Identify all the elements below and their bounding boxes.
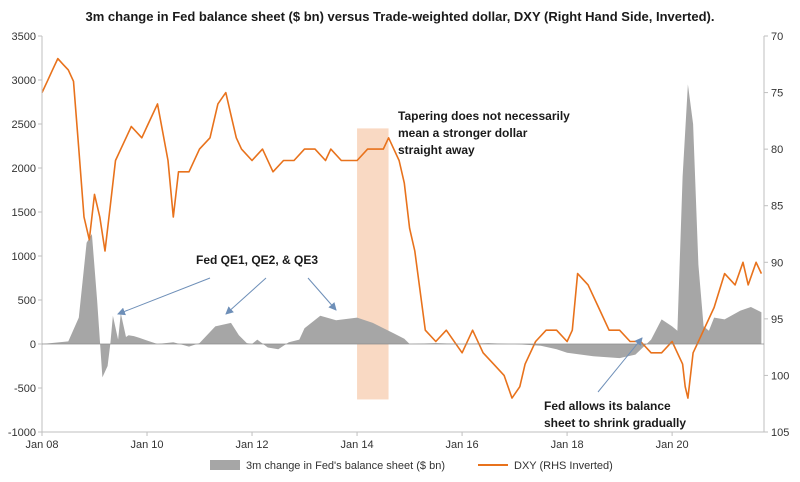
annotation-arrow [597, 337, 643, 393]
annotation-arrow [117, 277, 211, 316]
balance-sheet-area-layer [42, 84, 762, 378]
right-tick-label: 80 [771, 144, 783, 156]
annotation-arrow [225, 277, 267, 315]
legend: 3m change in Fed's balance sheet ($ bn) D… [210, 460, 613, 472]
axes: -1000 -500 0 500 1000 1500 2000 2500 3000 3500 70 7… [8, 31, 790, 451]
left-tick-label: -1000 [8, 427, 36, 439]
left-tick-label: 3000 [12, 75, 36, 87]
dxy-line-series [41, 57, 763, 399]
x-tick-label: Jan 10 [131, 439, 164, 451]
right-tick-label: 75 [771, 88, 783, 100]
left-tick-label: 500 [18, 295, 36, 307]
highlight-band-layer [357, 128, 389, 400]
left-tick-label: 3500 [12, 31, 36, 43]
balance-sheet-area-series [42, 84, 762, 378]
left-tick-label: 1000 [12, 251, 36, 263]
right-tick-label: 100 [771, 370, 789, 382]
right-tick-label: 85 [771, 201, 783, 213]
annotation-shrink-line: sheet to shrink gradually [544, 416, 686, 430]
annotation-arrow [307, 277, 337, 311]
x-tick-label: Jan 12 [236, 439, 269, 451]
left-tick-label: 2500 [12, 119, 36, 131]
right-tick-label: 70 [771, 31, 783, 43]
annotation-shrink-line: Fed allows its balance [544, 399, 671, 413]
annotation-tapering-line: Tapering does not necessarily [398, 109, 570, 123]
annotation-tapering-line: straight away [398, 143, 475, 157]
legend-swatch-area [210, 460, 240, 470]
x-tick-label: Jan 08 [25, 439, 58, 451]
tapering-highlight-band [357, 128, 389, 400]
left-tick-label: 0 [30, 339, 36, 351]
x-tick-label: Jan 18 [551, 439, 584, 451]
dxy-line-layer [41, 57, 763, 399]
left-tick-label: 1500 [12, 207, 36, 219]
annotations: Tapering does not necessarily mean a stro… [117, 109, 686, 430]
x-tick-label: Jan 16 [446, 439, 479, 451]
right-tick-label: 90 [771, 257, 783, 269]
x-tick-label: Jan 20 [656, 439, 689, 451]
annotation-qe-line: Fed QE1, QE2, & QE3 [196, 253, 318, 267]
left-tick-label: -500 [14, 383, 36, 395]
left-tick-label: 2000 [12, 163, 36, 175]
x-tick-label: Jan 14 [341, 439, 374, 451]
chart-title: 3m change in Fed balance sheet ($ bn) ve… [86, 9, 715, 24]
right-tick-label: 105 [771, 427, 789, 439]
annotation-tapering-line: mean a stronger dollar [398, 126, 528, 140]
right-tick-label: 95 [771, 314, 783, 326]
legend-label-line: DXY (RHS Inverted) [514, 460, 613, 472]
legend-label-area: 3m change in Fed's balance sheet ($ bn) [246, 460, 445, 472]
